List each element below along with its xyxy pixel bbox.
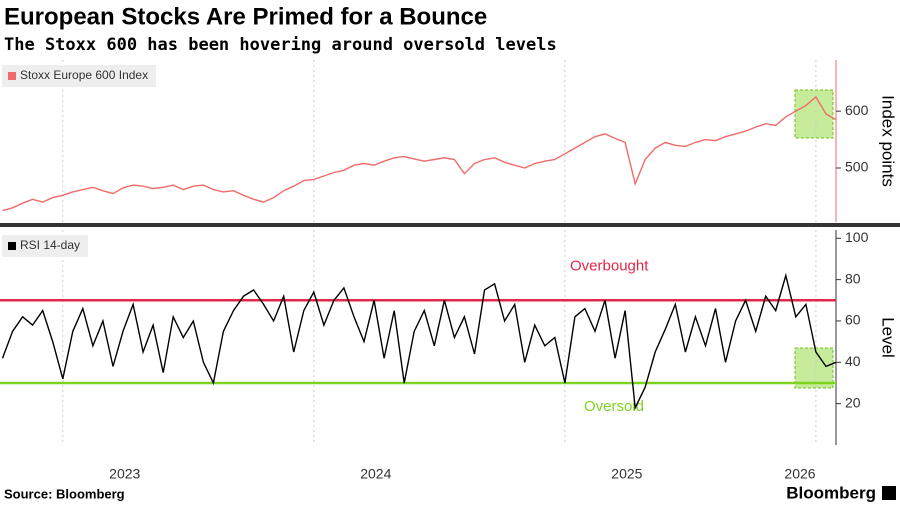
legend-box [2, 235, 89, 257]
y-tick-label: 20 [845, 394, 861, 410]
brand: Bloomberg [786, 483, 876, 502]
y-tick-label: 100 [845, 229, 869, 245]
series-line [2, 95, 837, 212]
legend-box [2, 65, 157, 87]
y-tick-label: 80 [845, 270, 861, 286]
y-tick-label: 600 [845, 102, 869, 118]
y-axis-label: Level [879, 317, 898, 358]
legend-label: RSI 14-day [20, 238, 80, 252]
y-axis-label: Index points [879, 95, 898, 187]
y-tick-label: 40 [845, 353, 861, 369]
y-tick-label: 500 [845, 159, 869, 175]
x-tick-label: 2024 [360, 466, 391, 482]
source: Source: Bloomberg [4, 486, 125, 501]
reference-label: Oversold [584, 398, 644, 415]
reference-label: Overbought [570, 257, 649, 274]
legend-label: Stoxx Europe 600 Index [20, 68, 148, 82]
legend-swatch [8, 72, 16, 80]
y-tick-label: 60 [845, 312, 861, 328]
brand-icon [882, 486, 896, 500]
x-tick-label: 2025 [611, 466, 642, 482]
x-tick-label: 2023 [109, 466, 140, 482]
series-line [1, 272, 837, 411]
highlight-box [794, 347, 834, 389]
legend-swatch [8, 242, 16, 250]
chart-subtitle: The Stoxx 600 has been hovering around o… [4, 35, 557, 55]
x-tick-label: 2026 [784, 466, 815, 482]
chart-title: European Stocks Are Primed for a Bounce [4, 3, 487, 30]
